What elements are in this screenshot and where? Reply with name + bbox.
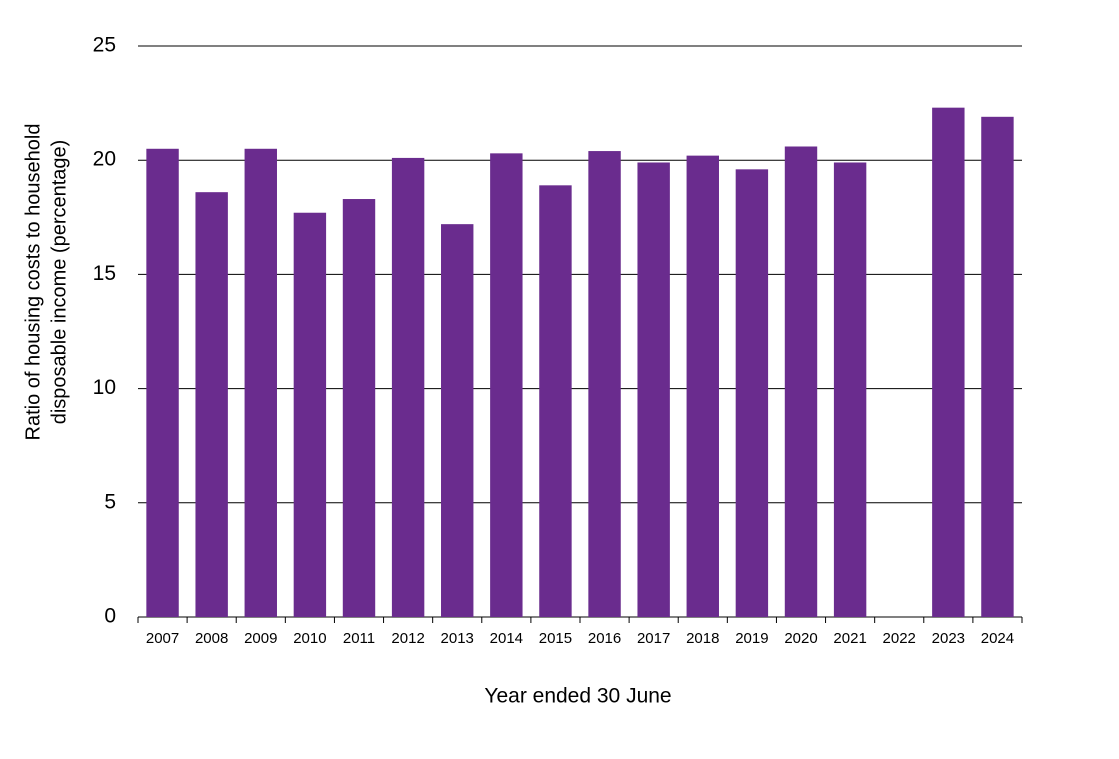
bar bbox=[932, 107, 965, 617]
bar bbox=[784, 146, 818, 617]
x-tick-label: 2011 bbox=[343, 630, 375, 647]
y-tick-label: 5 bbox=[104, 490, 116, 513]
bar bbox=[391, 157, 425, 617]
bar bbox=[588, 151, 621, 617]
bar bbox=[244, 148, 277, 617]
bar bbox=[146, 148, 179, 617]
x-axis-title: Year ended 30 June bbox=[484, 685, 671, 708]
bar bbox=[490, 153, 523, 617]
x-tick-label: 2010 bbox=[293, 630, 326, 647]
bar bbox=[539, 185, 572, 617]
x-tick-label: 2015 bbox=[539, 630, 572, 647]
bar bbox=[195, 192, 228, 617]
x-tick-label: 2018 bbox=[686, 630, 719, 647]
x-tick-label: 2013 bbox=[441, 630, 474, 647]
bar bbox=[981, 116, 1014, 617]
x-tick-label: 2014 bbox=[490, 630, 523, 647]
x-tick-label: 2019 bbox=[735, 630, 768, 647]
bar bbox=[637, 162, 670, 617]
x-tick-label: 2021 bbox=[833, 630, 866, 647]
y-tick-label: 20 bbox=[93, 148, 116, 171]
x-tick-label: 2022 bbox=[883, 630, 916, 647]
bar bbox=[735, 169, 769, 617]
x-tick-label: 2007 bbox=[146, 630, 179, 647]
x-tick-label: 2024 bbox=[981, 630, 1014, 647]
x-tick-label: 2016 bbox=[588, 630, 621, 647]
y-tick-label: 10 bbox=[93, 376, 116, 399]
x-tick-label: 2008 bbox=[195, 630, 228, 647]
bar bbox=[293, 212, 327, 617]
y-tick-label: 0 bbox=[104, 605, 116, 628]
x-tick-label: 2017 bbox=[637, 630, 670, 647]
bar bbox=[441, 224, 474, 618]
x-tick-label: 2023 bbox=[932, 630, 965, 647]
x-tick-label: 2009 bbox=[244, 630, 277, 647]
y-tick-label: 25 bbox=[93, 34, 116, 57]
bar bbox=[342, 199, 376, 617]
bar bbox=[686, 155, 719, 617]
y-axis-title: disposable income (percentage) bbox=[48, 140, 70, 425]
x-tick-label: 2020 bbox=[784, 630, 817, 647]
x-tick-label: 2012 bbox=[391, 630, 424, 647]
bar bbox=[833, 162, 867, 617]
y-tick-label: 15 bbox=[93, 262, 116, 285]
y-axis-title: Ratio of housing costs to household bbox=[22, 124, 44, 441]
